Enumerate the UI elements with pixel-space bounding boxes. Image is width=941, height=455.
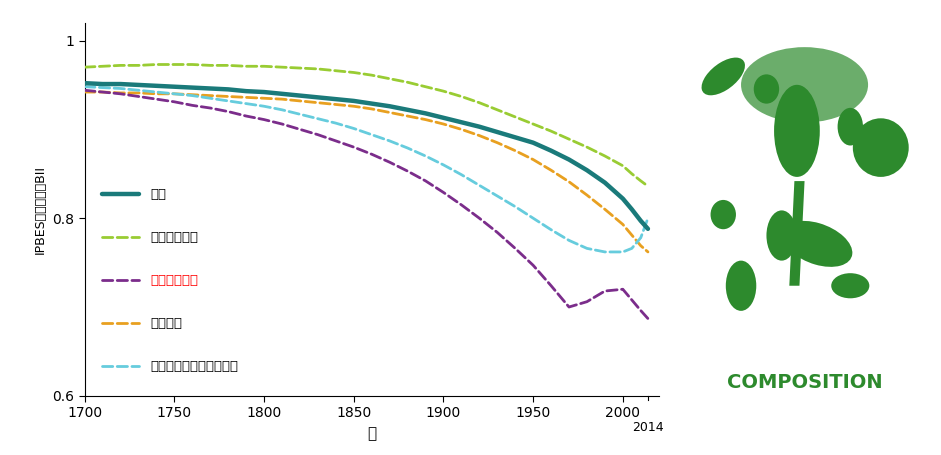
Text: COMPOSITION: COMPOSITION: [726, 373, 883, 391]
X-axis label: 年: 年: [367, 426, 376, 441]
Text: 南北アメリカ: 南北アメリカ: [151, 231, 199, 244]
Ellipse shape: [837, 108, 863, 146]
Ellipse shape: [774, 85, 820, 177]
Ellipse shape: [741, 47, 869, 122]
Text: 世界: 世界: [151, 188, 167, 201]
Ellipse shape: [754, 74, 779, 104]
Circle shape: [766, 210, 797, 261]
Ellipse shape: [782, 221, 853, 267]
Ellipse shape: [702, 58, 745, 95]
Circle shape: [726, 261, 757, 311]
Text: アフリカ: アフリカ: [151, 317, 183, 329]
Polygon shape: [789, 181, 805, 286]
Text: ヨーロッパ・中央アジア: ヨーロッパ・中央アジア: [151, 359, 239, 373]
Text: アジア太平洋: アジア太平洋: [151, 274, 199, 287]
Text: 2014: 2014: [632, 421, 663, 434]
Ellipse shape: [831, 273, 869, 298]
Ellipse shape: [853, 118, 909, 177]
Y-axis label: IPBES地域区分別BII: IPBES地域区分別BII: [34, 165, 47, 254]
Ellipse shape: [710, 200, 736, 229]
